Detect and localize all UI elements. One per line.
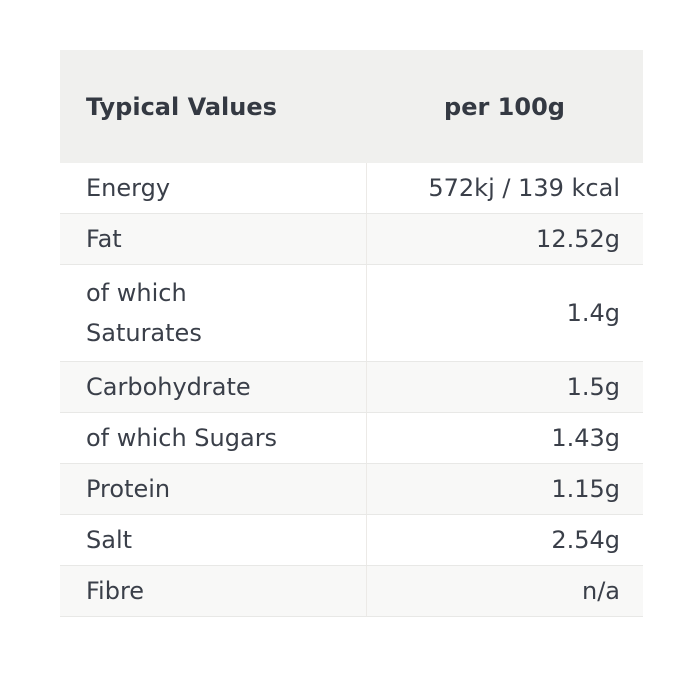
nutrient-label: Carbohydrate bbox=[60, 361, 367, 413]
nutrient-label: Energy bbox=[60, 163, 367, 214]
table-row-salt: Salt 2.54g bbox=[60, 514, 643, 566]
table-row-energy: Energy 572kj / 139 kcal bbox=[60, 163, 643, 214]
table-row-saturates: of which Saturates 1.4g bbox=[60, 264, 643, 362]
nutrient-label: Salt bbox=[60, 514, 367, 566]
nutrient-value: 2.54g bbox=[366, 514, 643, 566]
nutrient-value: 12.52g bbox=[366, 213, 643, 265]
nutrient-value: n/a bbox=[366, 565, 643, 617]
nutrient-value: 1.4g bbox=[366, 264, 643, 362]
nutrient-label: of which Saturates bbox=[60, 264, 367, 362]
nutrient-label: of which Sugars bbox=[60, 412, 367, 464]
table-row-protein: Protein 1.15g bbox=[60, 463, 643, 515]
table-body: Energy 572kj / 139 kcal Fat 12.52g of wh… bbox=[60, 163, 643, 617]
table-header: Typical Values per 100g bbox=[60, 50, 643, 163]
nutrient-label: Fibre bbox=[60, 565, 367, 617]
table-row-fat: Fat 12.52g bbox=[60, 213, 643, 265]
nutrient-value: 1.5g bbox=[366, 361, 643, 413]
nutrient-label: Fat bbox=[60, 213, 367, 265]
table-row-carbohydrate: Carbohydrate 1.5g bbox=[60, 361, 643, 413]
nutrient-value: 1.15g bbox=[366, 463, 643, 515]
table-header-row: Typical Values per 100g bbox=[60, 50, 643, 163]
table-row-sugars: of which Sugars 1.43g bbox=[60, 412, 643, 464]
nutrient-value: 1.43g bbox=[366, 412, 643, 464]
nutrition-table-container: Typical Values per 100g Energy 572kj / 1… bbox=[60, 50, 643, 617]
header-typical-values: Typical Values bbox=[60, 50, 366, 163]
header-per-100g: per 100g bbox=[366, 50, 643, 163]
nutrient-value: 572kj / 139 kcal bbox=[366, 163, 643, 214]
nutrition-table: Typical Values per 100g Energy 572kj / 1… bbox=[60, 50, 643, 617]
nutrient-label: Protein bbox=[60, 463, 367, 515]
table-row-fibre: Fibre n/a bbox=[60, 565, 643, 617]
